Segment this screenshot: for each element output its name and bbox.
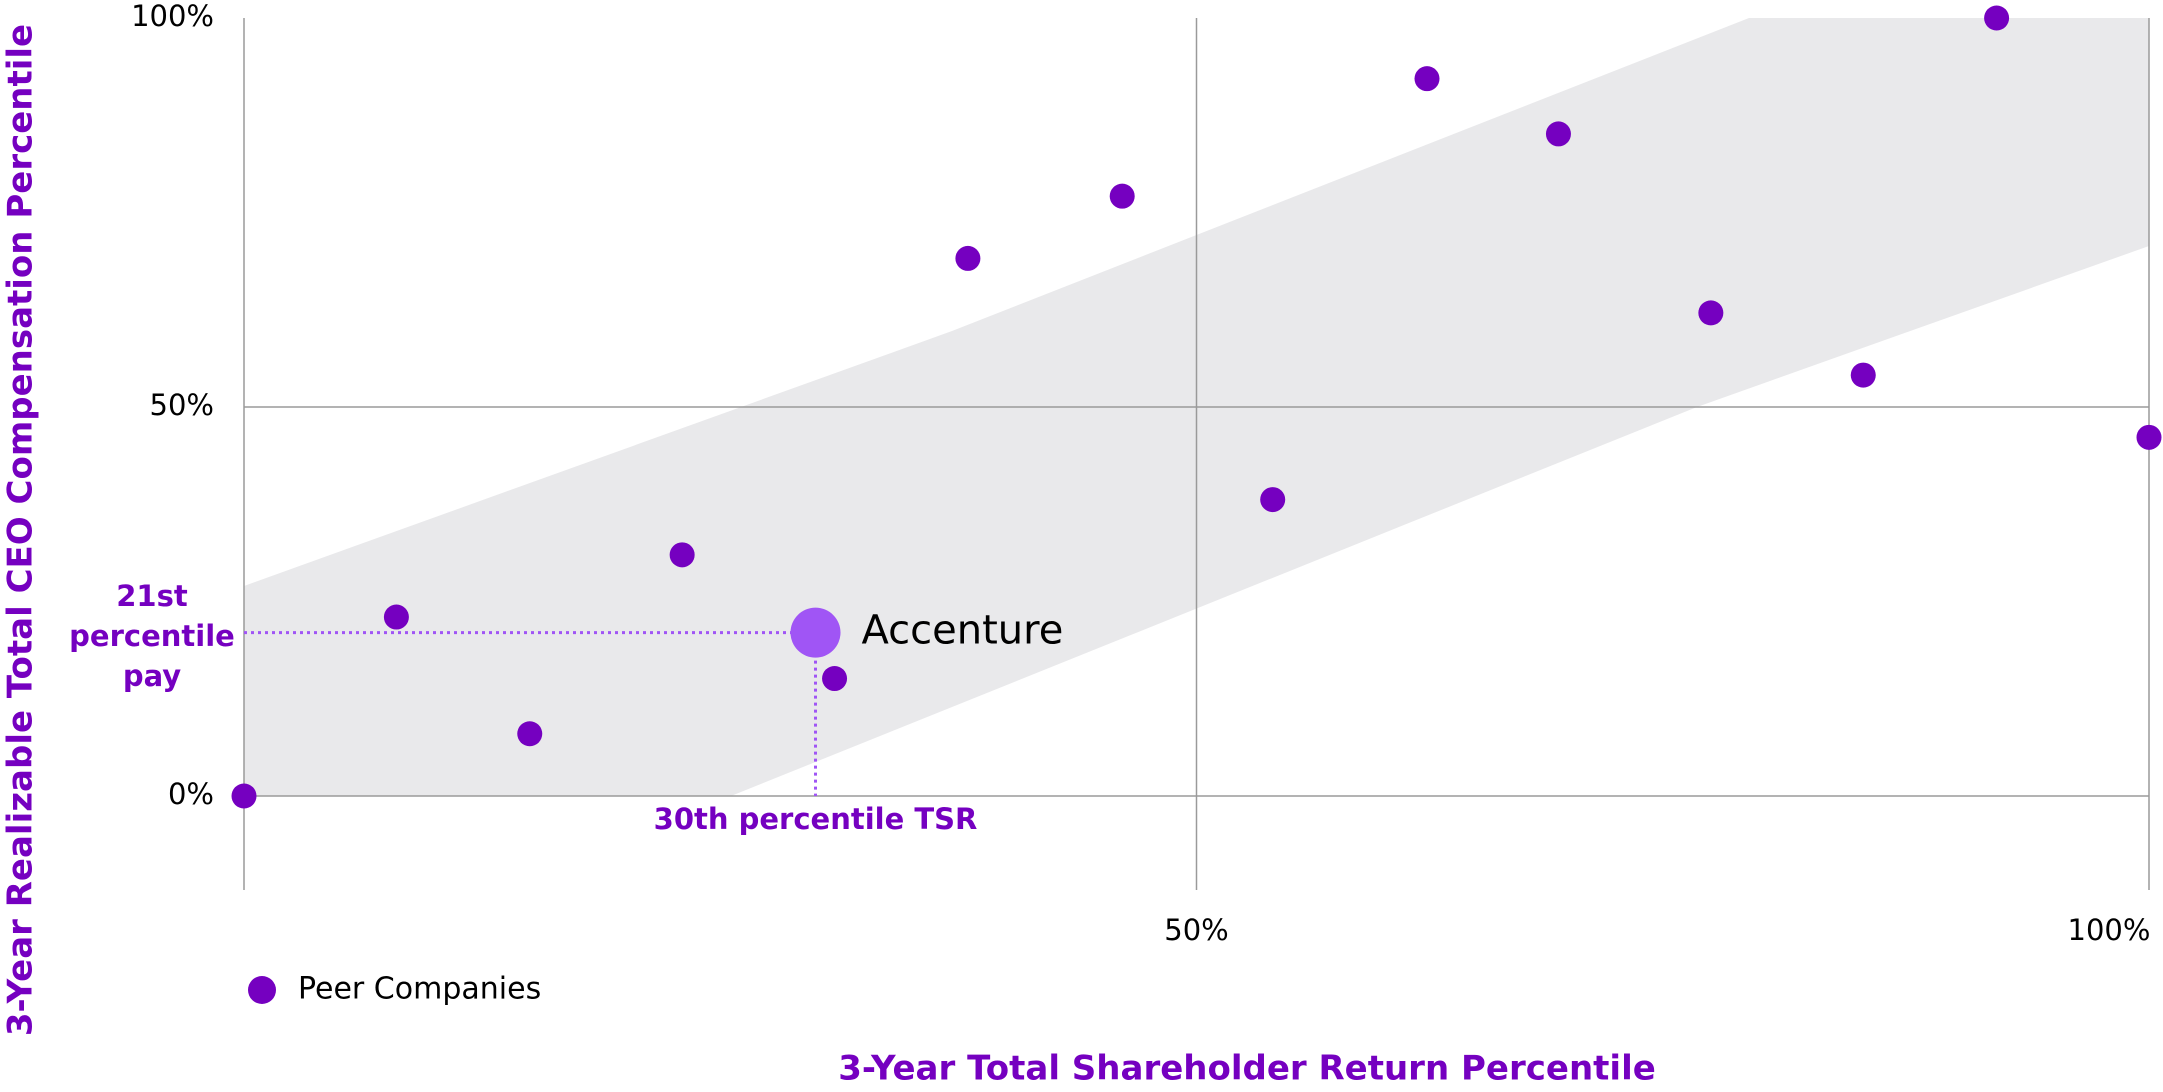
data-point — [1260, 487, 1286, 513]
x-tick-label: 50% — [1164, 913, 1228, 947]
y-tick-label: 100% — [131, 0, 214, 33]
y-tick-label: 0% — [168, 777, 214, 811]
y-axis-title: 3-Year Realizable Total CEO Compensation… — [1, 24, 41, 1036]
y-tick-label: 50% — [150, 388, 214, 422]
data-point — [955, 245, 981, 271]
data-point — [1850, 362, 1876, 388]
data-point — [1545, 121, 1571, 147]
data-point — [517, 721, 543, 747]
y-annotation: 21st percentile pay — [69, 579, 235, 693]
data-point — [1414, 66, 1440, 92]
legend-label: Peer Companies — [298, 972, 541, 1007]
highlight-label: Accenture — [862, 608, 1064, 654]
x-tick-label: 100% — [2068, 913, 2151, 947]
data-point — [231, 783, 257, 809]
data-point — [1698, 300, 1724, 326]
data-point — [669, 542, 695, 568]
data-point — [1109, 183, 1135, 209]
highlight-point — [790, 607, 841, 658]
data-point — [383, 604, 409, 630]
data-point — [1984, 5, 2010, 31]
x-annotation: 30th percentile TSR — [654, 802, 978, 836]
data-point — [822, 666, 848, 692]
legend-marker — [248, 976, 276, 1004]
x-axis-title: 3-Year Total Shareholder Return Percenti… — [838, 1049, 1656, 1089]
data-point — [2136, 424, 2162, 450]
